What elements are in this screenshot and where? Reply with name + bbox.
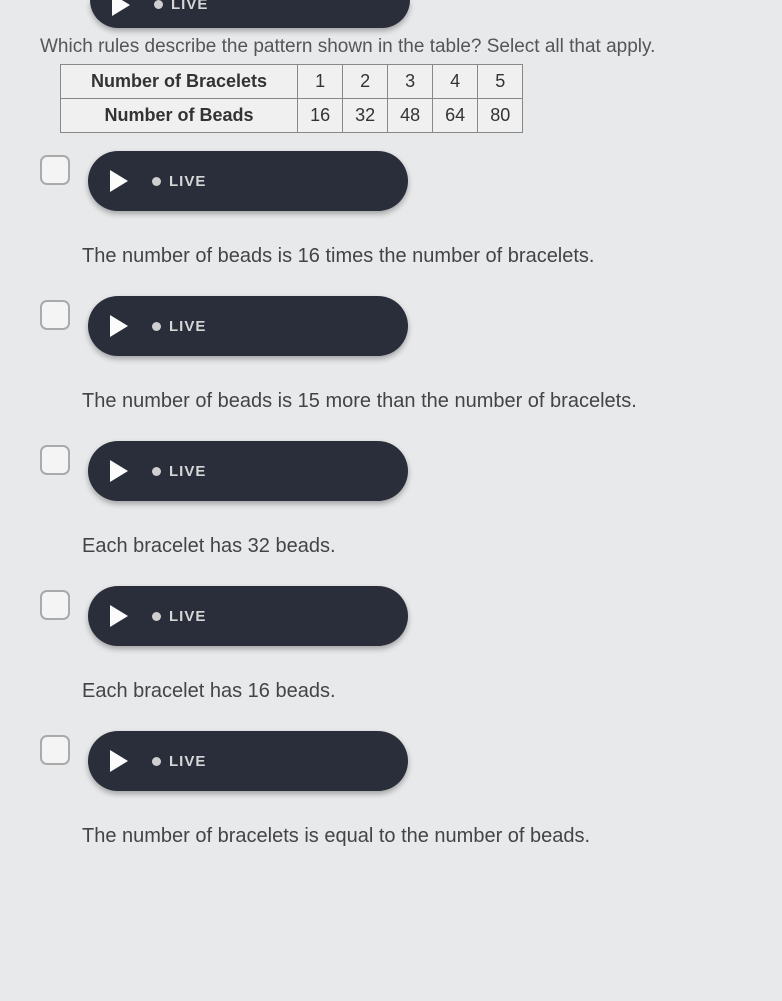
cell: 2 <box>343 65 388 99</box>
live-dot-icon <box>152 612 161 621</box>
checkbox-3[interactable] <box>40 445 70 475</box>
cell: 1 <box>298 65 343 99</box>
media-pill-4[interactable]: LIVE <box>88 586 408 646</box>
option-text-2: The number of beads is 15 more than the … <box>82 390 742 413</box>
cell: 4 <box>433 65 478 99</box>
option-text-1: The number of beads is 16 times the numb… <box>82 245 742 268</box>
checkbox-5[interactable] <box>40 735 70 765</box>
live-indicator: LIVE <box>152 753 206 770</box>
table-row: Number of Bracelets 1 2 3 4 5 <box>61 65 523 99</box>
media-pill-1[interactable]: LIVE <box>88 151 408 211</box>
cell: 48 <box>388 99 433 133</box>
row-label-bracelets: Number of Bracelets <box>61 65 298 99</box>
live-label: LIVE <box>169 318 206 335</box>
live-indicator: LIVE <box>154 0 208 13</box>
option-block-2: LIVE The number of beads is 15 more than… <box>40 296 742 413</box>
play-icon <box>110 460 128 482</box>
option-text-3: Each bracelet has 32 beads. <box>82 535 742 558</box>
play-icon <box>110 605 128 627</box>
cell: 32 <box>343 99 388 133</box>
live-indicator: LIVE <box>152 463 206 480</box>
media-pill-5[interactable]: LIVE <box>88 731 408 791</box>
row-label-beads: Number of Beads <box>61 99 298 133</box>
play-icon <box>110 170 128 192</box>
live-label: LIVE <box>169 173 206 190</box>
media-pill-3[interactable]: LIVE <box>88 441 408 501</box>
option-block-3: LIVE Each bracelet has 32 beads. <box>40 441 742 558</box>
cell: 16 <box>298 99 343 133</box>
data-table: Number of Bracelets 1 2 3 4 5 Number of … <box>60 64 523 133</box>
option-block-4: LIVE Each bracelet has 16 beads. <box>40 586 742 703</box>
option-block-1: LIVE The number of beads is 16 times the… <box>40 151 742 268</box>
play-icon <box>112 0 130 16</box>
live-indicator: LIVE <box>152 608 206 625</box>
live-label: LIVE <box>169 463 206 480</box>
live-label: LIVE <box>169 753 206 770</box>
play-icon <box>110 750 128 772</box>
checkbox-4[interactable] <box>40 590 70 620</box>
live-label: LIVE <box>169 608 206 625</box>
quiz-container: LIVE Which rules describe the pattern sh… <box>0 0 782 896</box>
cell: 64 <box>433 99 478 133</box>
live-indicator: LIVE <box>152 173 206 190</box>
live-dot-icon <box>152 467 161 476</box>
play-icon <box>110 315 128 337</box>
live-dot-icon <box>152 322 161 331</box>
live-label: LIVE <box>171 0 208 13</box>
media-pill-top[interactable]: LIVE <box>90 0 410 28</box>
checkbox-1[interactable] <box>40 155 70 185</box>
cell: 3 <box>388 65 433 99</box>
live-dot-icon <box>152 757 161 766</box>
option-text-4: Each bracelet has 16 beads. <box>82 680 742 703</box>
checkbox-2[interactable] <box>40 300 70 330</box>
cell: 80 <box>478 99 523 133</box>
question-text: Which rules describe the pattern shown i… <box>40 36 742 58</box>
table-row: Number of Beads 16 32 48 64 80 <box>61 99 523 133</box>
live-dot-icon <box>152 177 161 186</box>
live-dot-icon <box>154 0 163 9</box>
option-block-5: LIVE The number of bracelets is equal to… <box>40 731 742 848</box>
live-indicator: LIVE <box>152 318 206 335</box>
media-pill-2[interactable]: LIVE <box>88 296 408 356</box>
option-text-5: The number of bracelets is equal to the … <box>82 825 742 848</box>
cell: 5 <box>478 65 523 99</box>
